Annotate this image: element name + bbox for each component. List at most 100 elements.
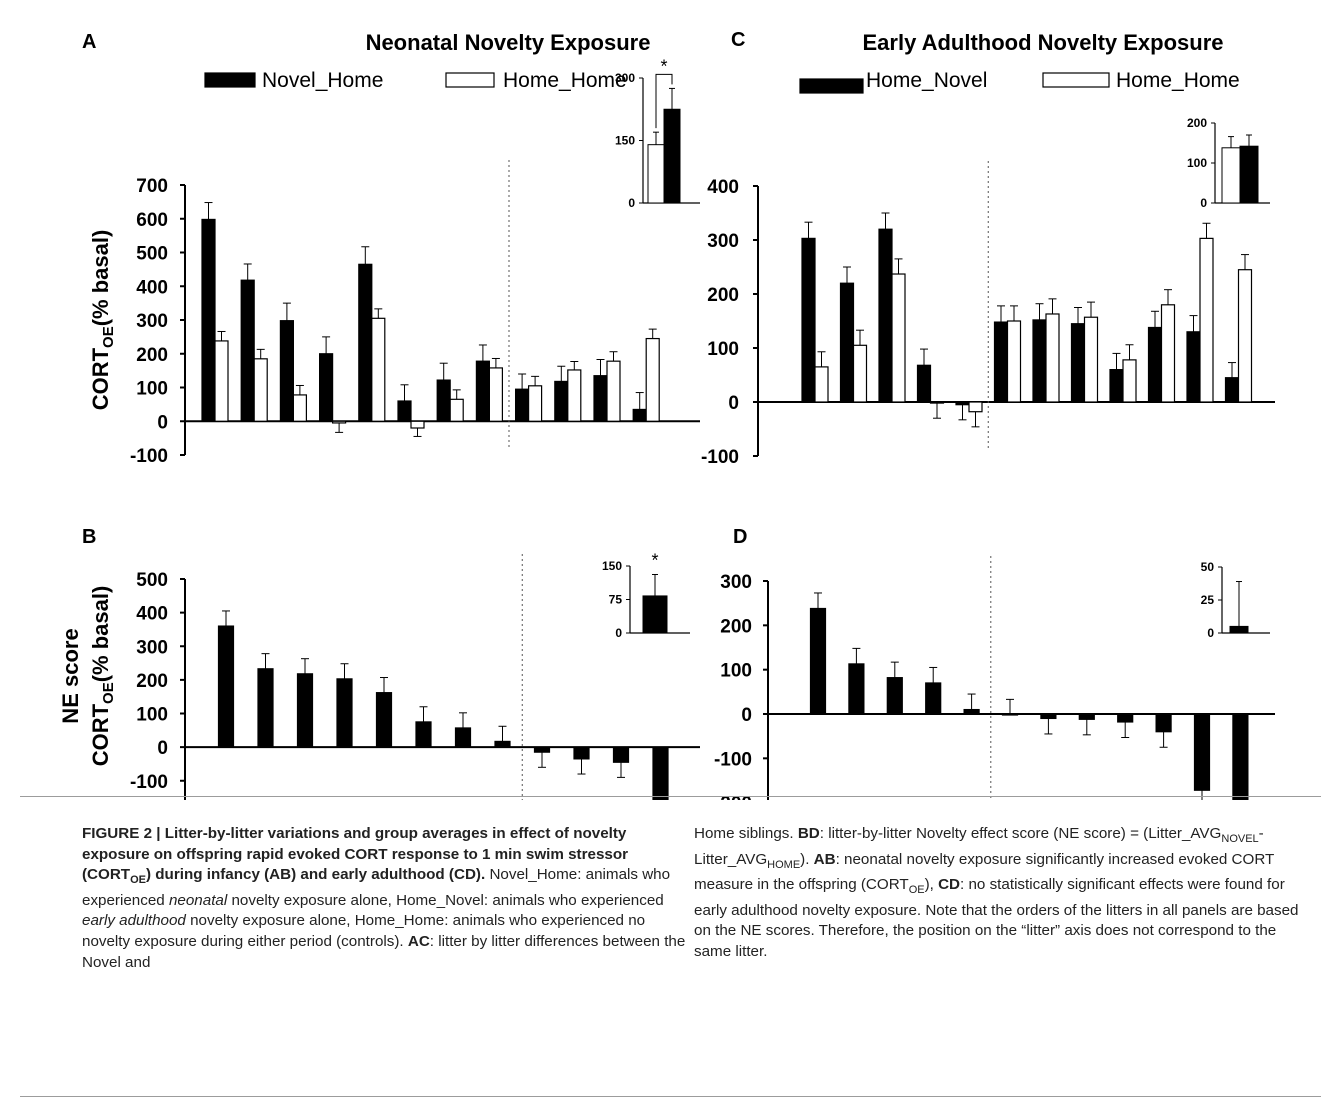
bar xyxy=(1122,359,1137,403)
y-axis-label: CORTOE(% basal) xyxy=(88,586,117,767)
caption-bottom-rule xyxy=(20,1096,1321,1097)
bar xyxy=(1001,713,1019,716)
bar xyxy=(801,237,816,403)
significance-star: * xyxy=(660,56,667,76)
bar xyxy=(257,668,274,748)
y-tick-label: 200 xyxy=(720,616,752,637)
bar xyxy=(891,273,906,403)
y-tick-label: 300 xyxy=(707,231,739,252)
bar xyxy=(1160,304,1176,403)
inset-y-tick-label: 75 xyxy=(609,593,623,607)
inset-y-tick-label: 0 xyxy=(628,196,635,210)
bar xyxy=(1199,237,1214,403)
bar xyxy=(449,398,464,422)
bar xyxy=(606,360,621,422)
bar xyxy=(475,360,490,422)
bar xyxy=(279,320,294,422)
inset-chart: 0 100 200 xyxy=(1187,116,1270,210)
caption-left-text: FIGURE 2 | Litter-by-litter variations a… xyxy=(82,825,686,971)
bar xyxy=(1109,369,1124,403)
bar xyxy=(292,394,307,422)
y-tick-label: -100 xyxy=(701,447,739,468)
bar xyxy=(1070,323,1086,403)
bar xyxy=(319,353,334,422)
bar xyxy=(1083,316,1099,403)
inset-chart: 0 75 150 * xyxy=(602,550,690,640)
bar xyxy=(336,678,353,748)
inset-y-tick-label: 300 xyxy=(615,71,635,85)
y-label-sub: OE xyxy=(100,326,117,348)
bar xyxy=(968,401,983,413)
bar xyxy=(963,708,980,715)
inset-bar xyxy=(642,595,668,634)
bar xyxy=(488,367,503,422)
bar xyxy=(494,740,511,748)
bar xyxy=(332,420,347,424)
bar xyxy=(993,321,1009,403)
y-tick-label: 300 xyxy=(720,572,752,593)
panel-letter: A xyxy=(82,31,96,53)
panel-c: C Early Adulthood Novelty Exposure Home_No… xyxy=(701,29,1275,468)
panel-letter: D xyxy=(733,526,747,548)
legend-label: Home_Home xyxy=(503,69,627,92)
bar xyxy=(848,663,865,715)
bar xyxy=(955,401,970,406)
y-tick-label: 300 xyxy=(136,637,168,658)
y-label-rest: (% basal) xyxy=(88,230,113,327)
bar xyxy=(410,420,425,429)
bar xyxy=(814,366,829,403)
bar xyxy=(1186,331,1201,403)
bar xyxy=(296,673,314,748)
bar xyxy=(916,364,932,403)
bar xyxy=(533,746,551,753)
panel-title: Neonatal Novelty Exposure xyxy=(366,30,651,55)
y-label-main: CORT xyxy=(88,703,113,766)
y-label-sub: OE xyxy=(100,682,117,704)
figure-2: A Neonatal Novelty Exposure Novel_Home Home… xyxy=(58,29,1275,800)
bar xyxy=(240,279,255,422)
caption-right-text: Home siblings. BD: litter-by-litter Nove… xyxy=(694,825,1299,961)
legend-label: Home_Home xyxy=(1116,69,1240,92)
inset-y-tick-label: 150 xyxy=(615,134,635,148)
y-tick-label: 100 xyxy=(136,705,168,726)
inset-bar xyxy=(663,108,681,204)
bar xyxy=(1147,326,1163,403)
y-label-rest: (% basal) xyxy=(88,586,113,683)
y-tick-label: 300 xyxy=(136,311,168,332)
bar xyxy=(253,358,268,422)
y-tick-label: 500 xyxy=(136,570,168,591)
inset-y-tick-label: 0 xyxy=(1207,626,1214,640)
bar xyxy=(1040,713,1057,720)
bar xyxy=(878,228,893,403)
significance-bracket xyxy=(655,73,673,129)
bar xyxy=(852,344,868,403)
y-tick-label: 100 xyxy=(136,379,168,400)
y-tick-label: 400 xyxy=(707,177,739,198)
significance-star: * xyxy=(651,550,658,570)
caption-top-rule xyxy=(20,796,1321,797)
panel-a: A Neonatal Novelty Exposure Novel_Home Home… xyxy=(82,30,700,467)
bar xyxy=(809,607,827,715)
y-axis-label-top: NE score xyxy=(58,628,83,723)
bar xyxy=(375,692,393,748)
y-tick-label: 200 xyxy=(136,671,168,692)
bar xyxy=(1032,319,1047,403)
y-tick-label: -100 xyxy=(714,749,752,770)
y-axis-label: CORTOE(% basal) xyxy=(88,230,117,411)
bar xyxy=(436,379,451,422)
bar xyxy=(567,369,582,422)
bar xyxy=(214,340,229,422)
legend-swatch xyxy=(445,72,495,88)
bar xyxy=(371,317,386,422)
bar xyxy=(1045,313,1060,403)
legend-swatch xyxy=(799,78,864,94)
bar xyxy=(454,727,472,748)
legend-label: Home_Novel xyxy=(866,69,987,92)
inset-y-tick-label: 0 xyxy=(615,626,622,640)
bar xyxy=(612,746,630,763)
bar xyxy=(397,400,412,422)
panel-letter: B xyxy=(82,526,96,548)
y-tick-label: 100 xyxy=(720,661,752,682)
inset-y-tick-label: 25 xyxy=(1201,593,1215,607)
legend-label: Novel_Home xyxy=(262,69,383,92)
